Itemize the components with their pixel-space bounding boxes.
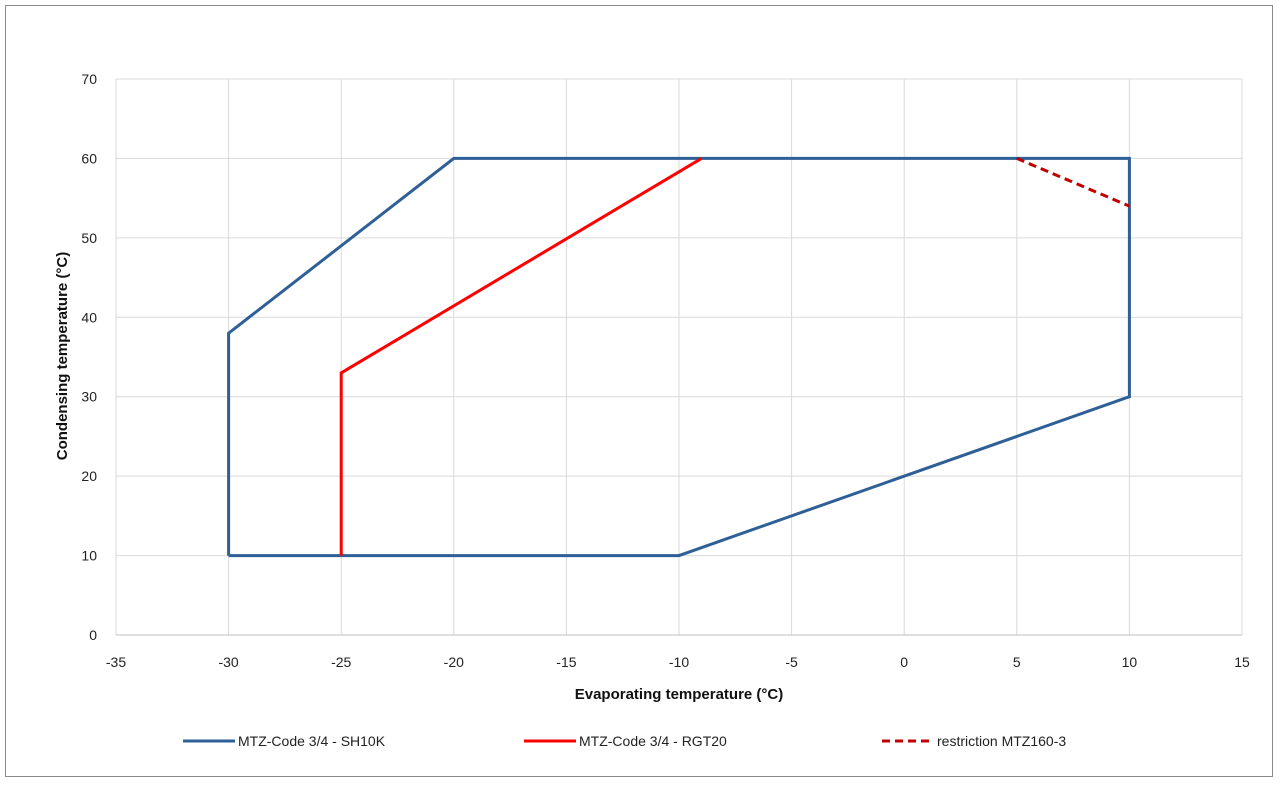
y-tick-label: 50: [81, 230, 97, 246]
y-tick-label: 20: [81, 468, 97, 484]
series-layer: [227, 156, 1131, 558]
chart-svg: -35 -30 -25 -20 -15 -10 -5 0 5 10 15 0 10 20 30 40 50 60 7…: [54, 71, 1250, 749]
x-tick-label: 10: [1122, 654, 1138, 670]
x-tick-label: -5: [785, 654, 798, 670]
y-tick-label: 10: [81, 548, 97, 564]
x-axis-title: Evaporating temperature (°C): [575, 686, 784, 703]
x-tick-label: -30: [218, 654, 238, 670]
x-tick-label: 0: [900, 654, 908, 670]
legend: MTZ-Code 3/4 - SH10K MTZ-Code 3/4 - RGT20…: [183, 733, 1066, 749]
series-line-1: [227, 156, 1131, 558]
legend-label-1: MTZ-Code 3/4 - SH10K: [238, 733, 386, 749]
x-tick-label: 15: [1234, 654, 1250, 670]
y-tick-label: 0: [89, 627, 97, 643]
x-tick-label: -20: [444, 654, 464, 670]
y-tick-label: 40: [81, 309, 97, 325]
x-tick-label: -15: [556, 654, 576, 670]
y-tick-label: 30: [81, 389, 97, 405]
series-line-2: [339, 157, 703, 556]
x-tick-label: -35: [106, 654, 126, 670]
y-axis-title: Condensing temperature (°C): [54, 252, 71, 461]
legend-label-2: MTZ-Code 3/4 - RGT20: [579, 733, 727, 749]
y-tick-label: 70: [81, 71, 97, 87]
series-line-3: [1016, 157, 1130, 208]
x-tick-label: -25: [331, 654, 351, 670]
x-tick-label: -10: [669, 654, 689, 670]
axis-layer: -35 -30 -25 -20 -15 -10 -5 0 5 10 15 0 10 20 30 40 50 60 7…: [81, 71, 1250, 670]
grid-layer: [115, 78, 1243, 635]
x-tick-label: 5: [1013, 654, 1021, 670]
y-tick-label: 60: [81, 150, 97, 166]
legend-label-3: restriction MTZ160-3: [937, 733, 1066, 749]
chart-frame: -35 -30 -25 -20 -15 -10 -5 0 5 10 15 0 10 20 30 40 50 60 7…: [5, 5, 1273, 777]
